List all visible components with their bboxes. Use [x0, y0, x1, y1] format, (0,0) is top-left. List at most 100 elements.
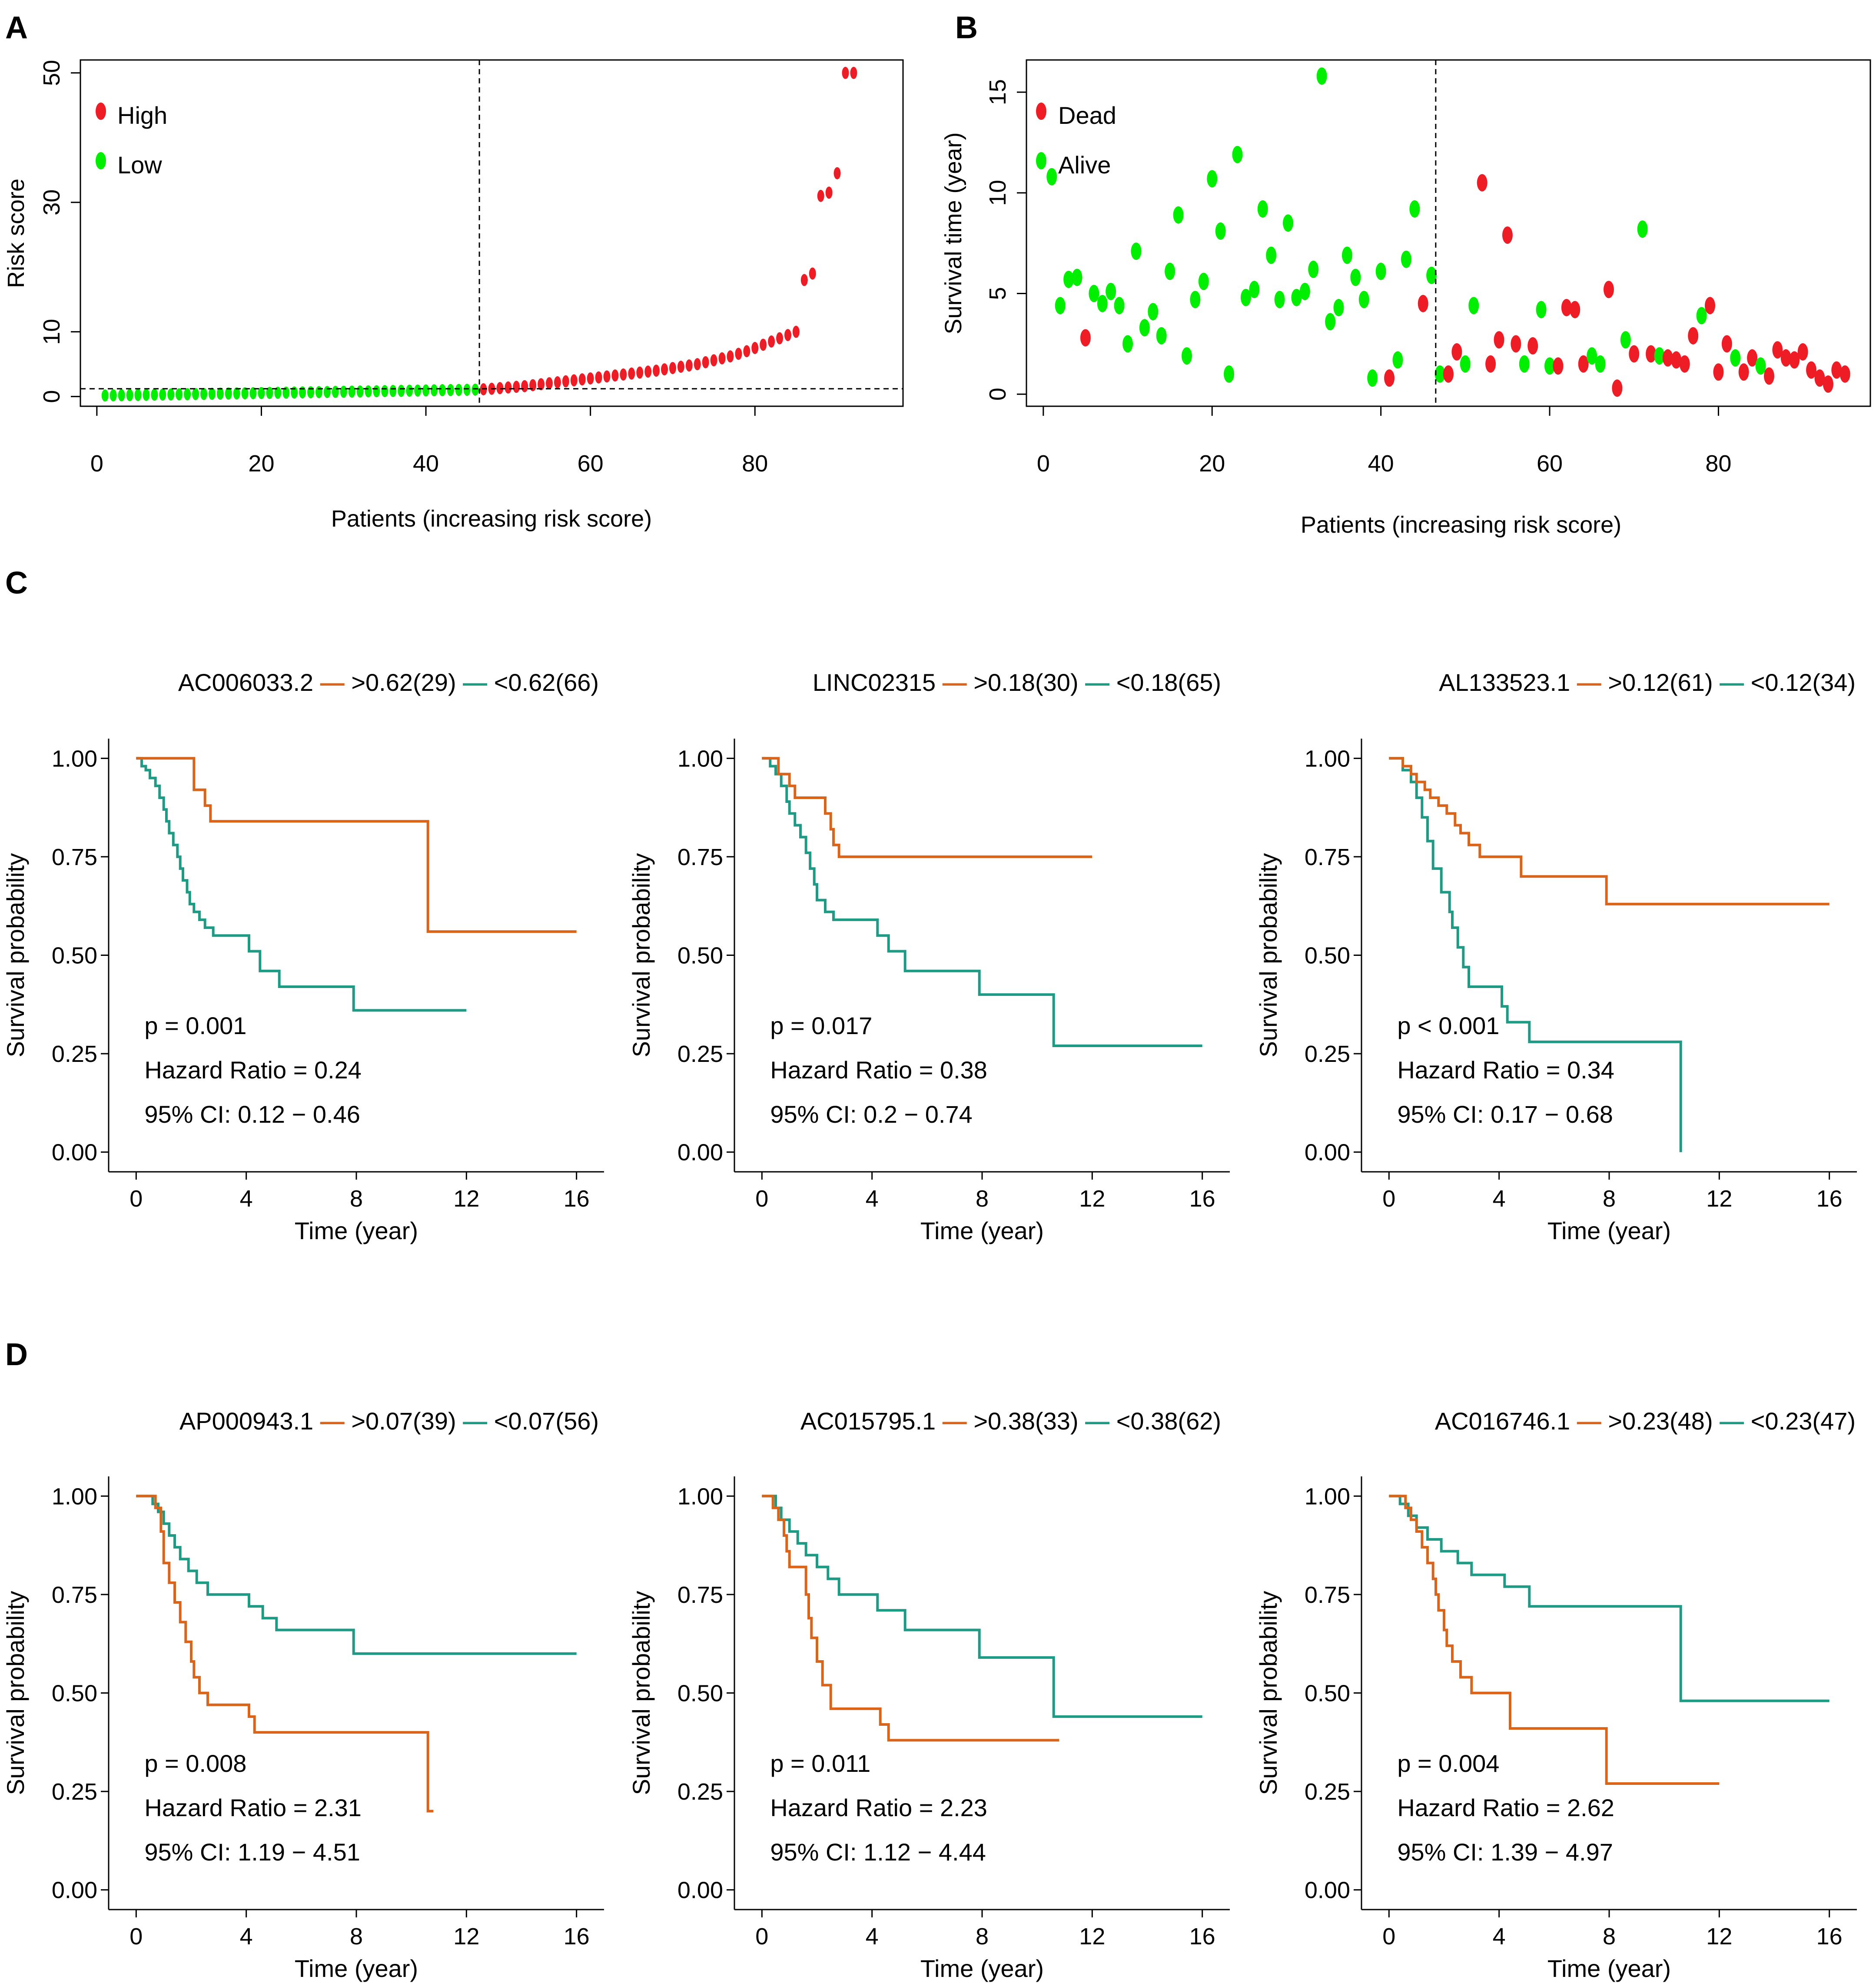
panel-letter-d: D [5, 1337, 28, 1372]
y-tick-label: 1.00 [677, 1483, 723, 1509]
risk-point-low [447, 384, 454, 396]
km-legend: AP000943.1 — >0.07(39) — <0.07(56) [179, 1407, 599, 1435]
status-point-alive [1173, 206, 1184, 224]
status-point-dead [1831, 361, 1842, 379]
x-tick-label: 16 [1816, 1186, 1843, 1212]
risk-point-low [291, 386, 298, 399]
status-point-alive [1190, 291, 1201, 308]
km-legend-high-swatch: — [943, 1407, 974, 1435]
risk-point-high [735, 348, 742, 360]
x-tick-label: 4 [240, 1186, 253, 1212]
km-legend-high-swatch: — [1577, 1407, 1608, 1435]
risk-point-low [184, 388, 191, 401]
km-curve-high [1389, 1495, 1720, 1785]
status-point-alive [1131, 242, 1142, 260]
status-point-alive [1283, 214, 1294, 232]
risk-point-low [398, 385, 405, 397]
risk-point-high [628, 367, 635, 380]
status-point-dead [1763, 367, 1774, 385]
x-tick-label: 40 [413, 451, 439, 477]
risk-point-low [315, 386, 322, 398]
status-point-alive [1401, 250, 1411, 268]
status-point-dead [1705, 297, 1716, 315]
risk-point-high [562, 375, 569, 388]
status-point-dead [1603, 281, 1614, 298]
risk-point-high [620, 368, 627, 381]
status-point-alive [1097, 295, 1108, 312]
status-point-alive [1240, 288, 1251, 306]
x-axis: 0 20 40 60 80 [1037, 406, 1731, 477]
risk-point-high [505, 381, 512, 394]
km-confidence-interval: 95% CI: 0.12 − 0.46 [144, 1101, 360, 1128]
risk-point-low [126, 389, 133, 401]
status-point-alive [1198, 272, 1209, 290]
y-tick-label: 0.75 [52, 844, 97, 870]
status-point-alive [1106, 282, 1116, 300]
x-tick-label: 16 [1189, 1186, 1215, 1212]
km-confidence-interval: 95% CI: 1.19 − 4.51 [144, 1838, 360, 1866]
x-axis: 0 20 40 60 80 [90, 406, 768, 477]
y-tick-label: 0.50 [677, 943, 723, 969]
risk-point-low [282, 386, 290, 399]
x-tick-label: 4 [1493, 1923, 1506, 1950]
risk-point-low [216, 388, 224, 400]
risk-point-low [241, 387, 249, 400]
risk-point-low [167, 388, 175, 401]
y-tick-label: 30 [39, 189, 65, 216]
risk-point-low [110, 389, 117, 401]
risk-point-low [438, 384, 446, 397]
risk-point-low [151, 388, 158, 401]
risk-score-plot: A 0 20 40 60 80 0 10 30 50 Patients (increasing… [3, 10, 904, 532]
risk-point-low [389, 385, 397, 397]
y-axis-title: Survival probability [1255, 1591, 1282, 1795]
risk-point-high [743, 345, 750, 358]
y-tick-label: 15 [985, 79, 1011, 105]
risk-point-high [546, 377, 553, 390]
x-tick-label: 4 [240, 1923, 253, 1950]
risk-point-low [159, 388, 166, 401]
y-tick-label: 1.00 [52, 1483, 97, 1509]
risk-point-high [694, 358, 701, 371]
status-point-dead [1477, 174, 1488, 192]
status-point-alive [1730, 349, 1741, 367]
km-legend-low-label: <0.07(56) [494, 1407, 599, 1435]
risk-point-high [521, 380, 528, 392]
status-point-alive [1536, 301, 1547, 318]
y-axis-title: Survival probability [628, 1591, 655, 1795]
risk-point-high [611, 369, 619, 382]
km-confidence-interval: 95% CI: 1.39 − 4.97 [1397, 1838, 1613, 1866]
km-hazard-ratio: Hazard Ratio = 2.31 [144, 1794, 362, 1821]
y-axis-title: Survival time (year) [940, 132, 966, 334]
km-legend: AC015795.1 — >0.38(33) — <0.38(62) [800, 1407, 1221, 1435]
km-curve-low [1389, 1495, 1830, 1702]
km-plot-linc02315: LINC02315 — >0.18(30) — <0.18(65) 0 4 8 12 16… [628, 669, 1230, 1244]
status-point-alive [1409, 200, 1420, 218]
km-legend-low-label: <0.38(62) [1116, 1407, 1221, 1435]
status-point-alive [1637, 220, 1648, 238]
status-point-alive [1114, 297, 1125, 315]
status-point-dead [1502, 226, 1513, 244]
risk-point-high [751, 342, 759, 354]
status-point-dead [1780, 349, 1791, 367]
status-point-alive [1519, 355, 1530, 373]
x-tick-label: 0 [1037, 451, 1050, 477]
status-point-dead [1646, 345, 1657, 363]
risk-point-low [406, 385, 413, 397]
status-point-alive [1358, 291, 1369, 308]
status-point-alive [1165, 262, 1175, 280]
x-tick-label: 12 [453, 1923, 479, 1950]
risk-point-high [636, 366, 644, 379]
y-tick-label: 5 [985, 287, 1011, 300]
km-p-value: p = 0.017 [770, 1012, 872, 1039]
km-legend-high-label: >0.62(29) [351, 669, 463, 696]
risk-point-low [307, 386, 315, 398]
y-tick-label: 0.00 [677, 1877, 723, 1903]
y-tick-label: 0 [985, 388, 1011, 401]
km-confidence-interval: 95% CI: 0.17 − 0.68 [1397, 1101, 1613, 1128]
risk-point-low [323, 386, 331, 398]
status-point-dead [1671, 351, 1682, 369]
y-axis-title: Survival probability [1255, 853, 1282, 1058]
x-tick-label: 16 [564, 1923, 590, 1950]
status-point-alive [1055, 297, 1066, 315]
status-point-alive [1266, 246, 1277, 264]
